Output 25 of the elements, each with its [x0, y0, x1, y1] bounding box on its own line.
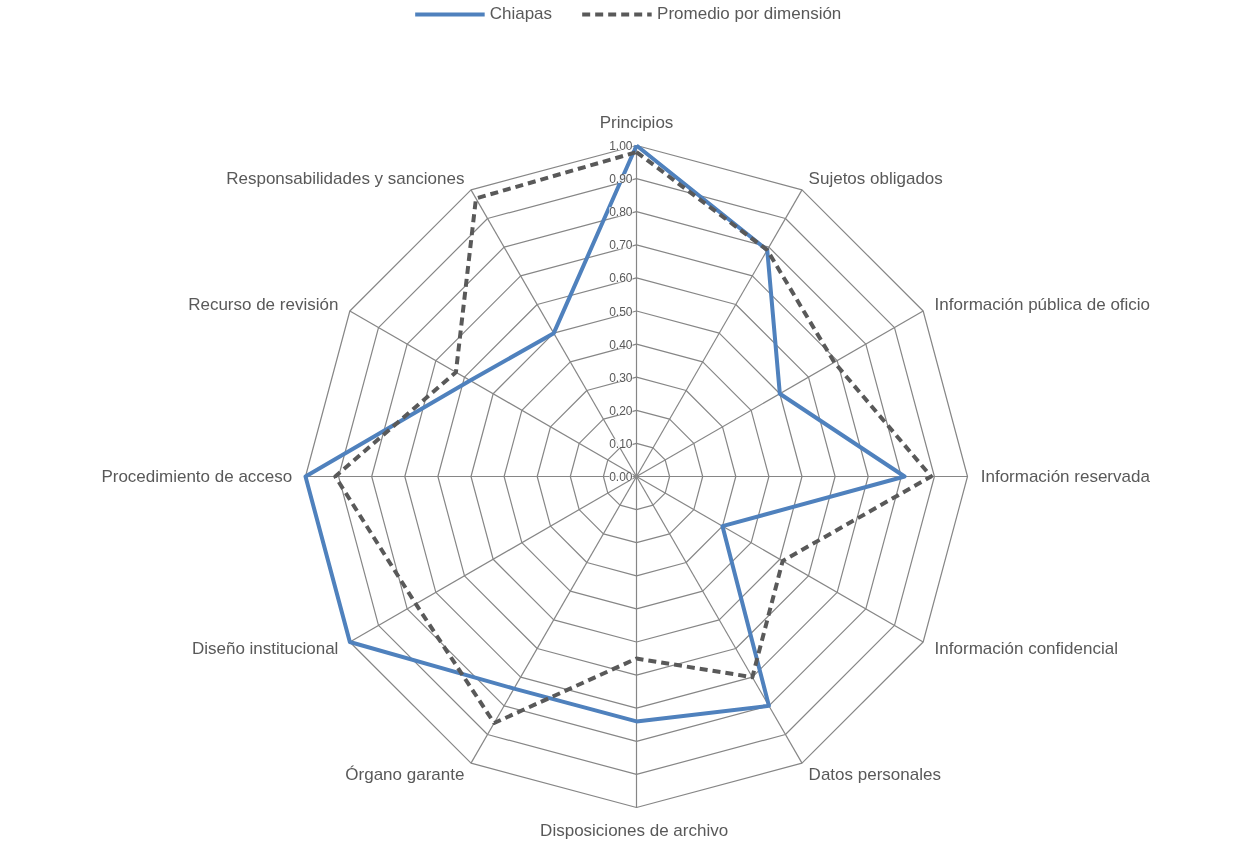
y-tick-label: 0.00 [609, 470, 633, 484]
legend-label: Promedio por dimensión [657, 4, 842, 24]
spoke-label: Diseño institucional [191, 639, 339, 659]
spoke-label: Disposiciones de archivo [540, 820, 729, 840]
y-tick-label: 0.30 [609, 370, 633, 385]
spoke-label: Órgano garante [345, 765, 465, 785]
y-tick-label: 0.90 [609, 172, 633, 187]
y-tick-label: 0.10 [609, 436, 633, 451]
y-tick-label: 0.40 [609, 337, 633, 352]
y-tick-label: 1.00 [609, 139, 633, 153]
spoke-label: Información reservada [980, 467, 1151, 486]
spoke-label: Sujetos obligados [808, 168, 943, 188]
spoke-label: Principios [599, 113, 674, 133]
spoke-label: Responsabilidades y sanciones [226, 168, 465, 188]
y-tick-label: 0.50 [609, 304, 633, 319]
y-tick-label: 0.20 [609, 403, 633, 418]
y-tick-label: 0.60 [609, 271, 633, 286]
spoke-label: Información pública de oficio [934, 294, 1151, 314]
spoke-label: Procedimiento de acceso [101, 467, 293, 486]
y-tick-label: 0.70 [609, 238, 633, 253]
spoke-label: Datos personales [808, 765, 941, 785]
spoke-label: Recurso de revisión [188, 294, 339, 314]
y-tick-label: 0.80 [609, 205, 633, 220]
legend-label: Chiapas [489, 4, 553, 24]
spoke-label: Información confidencial [934, 639, 1118, 659]
